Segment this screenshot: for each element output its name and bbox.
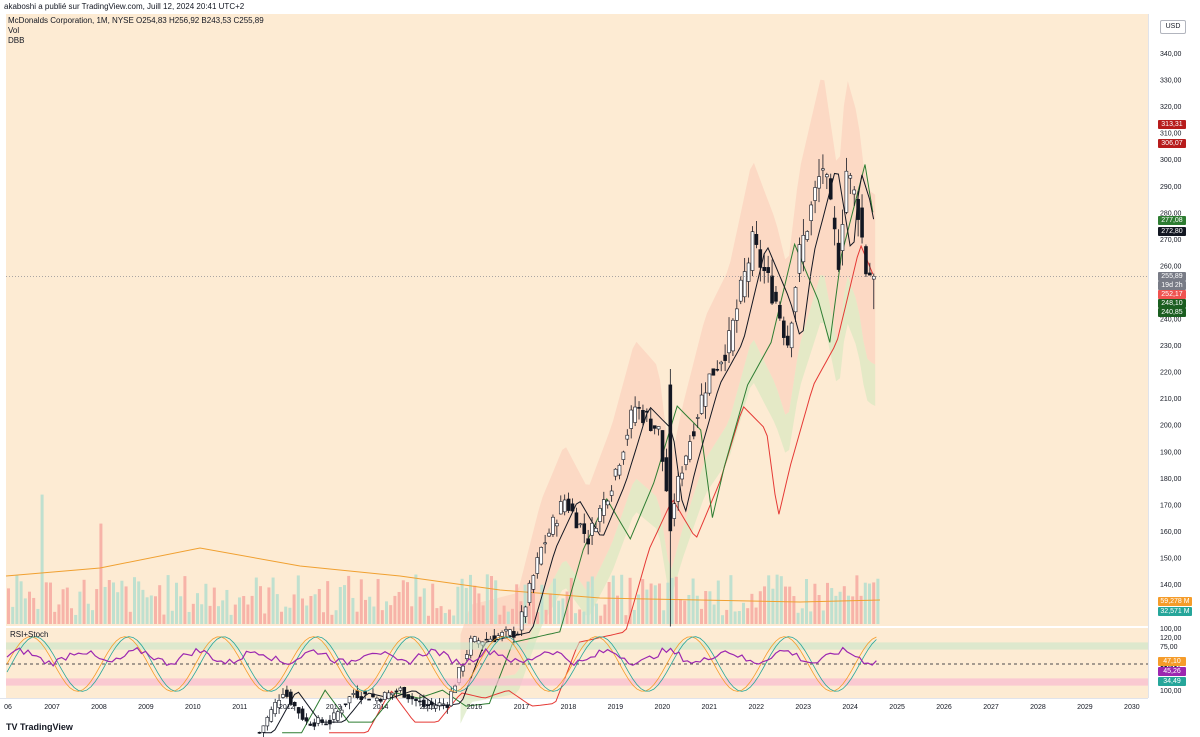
volume-badge: 59,278 M <box>1158 597 1192 606</box>
chart-legend: McDonalds Corporation, 1M, NYSE O254,83 … <box>8 16 264 46</box>
price-badge: 313,31 <box>1158 119 1186 129</box>
price-badge: 19d 2h <box>1158 281 1186 291</box>
symbol-legend[interactable]: McDonalds Corporation, 1M, NYSE O254,83 … <box>8 16 264 25</box>
price-axis[interactable] <box>1148 14 1200 698</box>
logo-text: TradingView <box>20 722 73 732</box>
price-badge: 240,85 <box>1158 308 1186 318</box>
publish-text: akaboshi a publié sur TradingView.com, J… <box>4 2 245 11</box>
time-axis[interactable] <box>0 698 1148 715</box>
price-badge: 255,89 <box>1158 272 1186 282</box>
rsi-stoch-legend[interactable]: RSI+Stoch <box>10 630 49 639</box>
sub-badge: 47,10 <box>1158 657 1186 666</box>
price-badge: 277,08 <box>1158 216 1186 226</box>
currency-button[interactable]: USD <box>1160 20 1186 34</box>
rsi-stoch-pane[interactable] <box>6 628 1148 698</box>
dbb-legend[interactable]: DBB <box>8 36 25 45</box>
publish-header: akaboshi a publié sur TradingView.com, J… <box>0 0 1200 14</box>
volume-badge: 32,571 M <box>1158 607 1192 616</box>
price-badge: 272,80 <box>1158 227 1186 237</box>
sub-badge: 34,49 <box>1158 677 1186 686</box>
sub-badge: 45,26 <box>1158 667 1186 676</box>
footer <box>0 714 1200 737</box>
main-chart-pane[interactable] <box>6 14 1148 626</box>
price-badge: 306,07 <box>1158 139 1186 149</box>
vol-legend[interactable]: Vol <box>8 26 20 35</box>
price-badge: 252,17 <box>1158 289 1186 299</box>
logo-icon: TV <box>6 722 21 732</box>
price-badge: 248,10 <box>1158 299 1186 309</box>
tradingview-logo[interactable]: TV TradingView <box>6 722 73 732</box>
